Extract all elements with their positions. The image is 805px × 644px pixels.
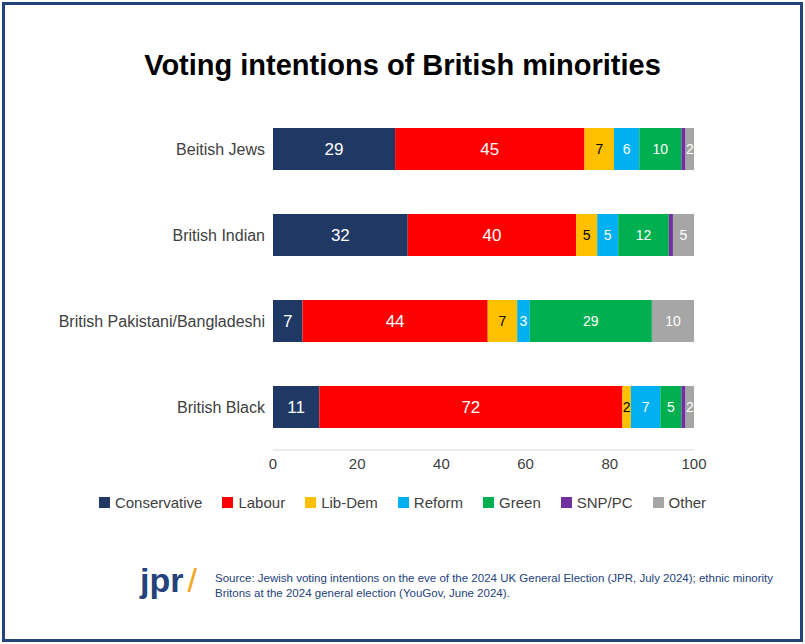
svg-text:7: 7 [283, 312, 292, 331]
svg-text:44: 44 [386, 312, 405, 331]
svg-text:45: 45 [480, 140, 499, 159]
html-text:Other: Other [668, 494, 707, 511]
svg-text:100: 100 [681, 455, 706, 472]
svg-text:29: 29 [583, 313, 599, 329]
html-text:Voting intentions of British m: Voting intentions of British minorities [144, 49, 661, 81]
svg-text:40: 40 [482, 226, 501, 245]
svg-text:7: 7 [595, 141, 603, 157]
svg-text:29: 29 [325, 140, 344, 159]
svg-text:British Pakistani/Bangladeshi: British Pakistani/Bangladeshi [59, 313, 265, 330]
svg-text:10: 10 [665, 313, 681, 329]
html-text:Conservative: Conservative [114, 494, 203, 511]
html-text:Source: Jewish voting intentio: Source: Jewish voting intentions on the … [215, 572, 774, 599]
svg-text:British Indian: British Indian [173, 227, 266, 244]
svg-text:60: 60 [517, 455, 534, 472]
svg-text:7: 7 [499, 313, 507, 329]
svg-text:11: 11 [287, 398, 305, 417]
svg-text:7: 7 [642, 399, 650, 415]
svg-text:2: 2 [623, 399, 631, 415]
svg-text:80: 80 [601, 455, 618, 472]
html-text:jpr /: jpr / [140, 561, 197, 599]
svg-text:6: 6 [623, 141, 631, 157]
svg-text:5: 5 [604, 227, 612, 243]
html-text:Lib-Dem: Lib-Dem [321, 494, 378, 511]
svg-text:Beitish Jews: Beitish Jews [176, 141, 265, 158]
svg-text:72: 72 [461, 398, 480, 417]
svg-text:British Black: British Black [177, 399, 266, 416]
html-text:SNP/PC: SNP/PC [576, 494, 633, 511]
svg-text:5: 5 [583, 227, 591, 243]
html-text:Green: Green [499, 494, 541, 511]
svg-text:5: 5 [667, 399, 675, 415]
svg-text:32: 32 [331, 226, 350, 245]
html-text:Reform: Reform [413, 494, 463, 511]
svg-text:20: 20 [349, 455, 366, 472]
svg-text:12: 12 [636, 227, 652, 243]
svg-text:10: 10 [653, 141, 669, 157]
svg-text:2: 2 [686, 141, 694, 157]
svg-text:40: 40 [433, 455, 450, 472]
svg-text:3: 3 [520, 313, 528, 329]
html-text:Labour: Labour [238, 494, 286, 511]
svg-text:2: 2 [686, 399, 694, 415]
svg-text:5: 5 [680, 227, 688, 243]
svg-text:0: 0 [269, 455, 277, 472]
